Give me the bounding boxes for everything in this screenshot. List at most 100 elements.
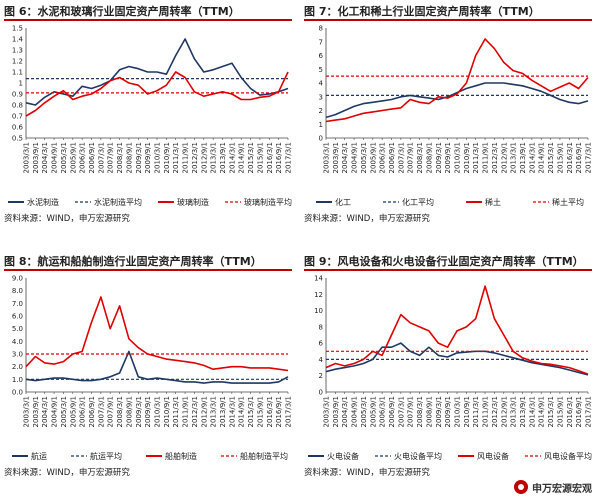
source-note: 资料来源：WIND，申万宏源研究 [4, 214, 130, 224]
x-tick-label: 2014/9/1 [538, 142, 546, 173]
chart-panel-wind-thermal-power: 图 9：风电设备和火电设备行业固定资产周转率（TTM） 0 2 4 6 8 10 12 14 2… [300, 250, 600, 500]
x-tick-label: 2010/3/1 [154, 396, 162, 427]
x-tick-label: 2012/9/1 [500, 142, 508, 173]
series-line [25, 71, 289, 117]
x-tick-label: 2013/9/1 [219, 142, 227, 173]
series-line [25, 38, 289, 106]
y-tick-label: 12 [314, 291, 323, 299]
x-tick-label: 2009/9/1 [144, 142, 152, 173]
x-tick-label: 2006/9/1 [88, 396, 96, 427]
x-tick-label: 2012/9/1 [500, 396, 508, 427]
x-tick-label: 2014/9/1 [238, 396, 246, 427]
x-tick-label: 2003/3/1 [23, 396, 31, 427]
legend-item: 玻璃制造 [158, 197, 209, 208]
legend-swatch-icon [308, 455, 324, 457]
x-tick-label: 2005/3/1 [360, 396, 368, 427]
x-tick-label: 2008/9/1 [125, 396, 133, 427]
x-tick-label: 2014/3/1 [228, 142, 236, 173]
chart-panel-cement-glass: 图 6：水泥和玻璃行业固定资产周转率（TTM） 0.5 0.6 0.7 0.8 0.9 1… [0, 0, 300, 250]
legend-label: 玻璃制造 [177, 197, 209, 207]
x-tick-label: 2016/3/1 [266, 142, 274, 173]
chart-legend: 航运 航运平均 船舶制造 船舶制造平均 [0, 449, 300, 463]
y-tick-label: 8.0 [12, 287, 23, 295]
x-tick-label: 2003/3/1 [23, 142, 31, 173]
x-tick-label: 2003/9/1 [332, 142, 340, 173]
x-tick-label: 2003/9/1 [332, 396, 340, 427]
legend-item: 火电设备平均 [375, 451, 442, 462]
y-tick-label: 7 [319, 38, 323, 46]
legend-swatch-icon [8, 201, 24, 203]
y-tick-label: 6 [319, 340, 324, 348]
legend-swatch-icon [466, 201, 482, 203]
legend-label: 水泥制造 [27, 197, 59, 207]
x-tick-label: 2005/9/1 [369, 142, 377, 173]
x-tick-label: 2015/3/1 [247, 396, 255, 427]
legend-label: 风电设备平均 [544, 451, 592, 461]
x-tick-label: 2008/3/1 [116, 396, 124, 427]
legend-item: 玻璃制造平均 [225, 197, 292, 208]
x-tick-label: 2010/3/1 [454, 396, 462, 427]
x-tick-label: 2006/9/1 [388, 396, 396, 427]
y-tick-label: 1.1 [12, 69, 23, 77]
x-tick-label: 2007/3/1 [397, 142, 405, 173]
x-tick-label: 2004/3/1 [41, 396, 49, 427]
x-tick-label: 2011/3/1 [472, 396, 480, 427]
series-line [325, 342, 589, 376]
legend-swatch-icon [383, 201, 399, 203]
x-tick-label: 2014/3/1 [528, 396, 536, 427]
x-tick-label: 2005/3/1 [60, 396, 68, 427]
legend-item: 稀土 [466, 197, 501, 208]
legend-label: 化工 [335, 197, 351, 207]
x-tick-label: 2010/9/1 [463, 142, 471, 173]
x-tick-label: 2014/3/1 [528, 142, 536, 173]
y-tick-label: 2 [319, 107, 323, 115]
legend-item: 船舶制造 [146, 451, 197, 462]
y-tick-label: 1 [319, 121, 323, 129]
series-line [325, 38, 589, 123]
x-tick-label: 2007/9/1 [407, 142, 415, 173]
x-tick-label: 2007/9/1 [107, 396, 115, 427]
legend-label: 水泥制造平均 [94, 197, 142, 207]
y-tick-label: 2 [319, 372, 323, 380]
y-tick-label: 10 [314, 307, 323, 315]
legend-swatch-icon [71, 455, 87, 457]
x-tick-label: 2003/3/1 [323, 396, 331, 427]
x-tick-label: 2015/9/1 [556, 396, 564, 427]
x-tick-label: 2011/3/1 [172, 396, 180, 427]
x-tick-label: 2016/3/1 [566, 396, 574, 427]
x-tick-label: 2016/9/1 [275, 396, 283, 427]
y-tick-label: 8 [319, 25, 323, 33]
x-tick-label: 2003/9/1 [32, 142, 40, 173]
x-tick-label: 2013/3/1 [210, 396, 218, 427]
y-tick-label: 8 [319, 323, 323, 331]
legend-swatch-icon [146, 455, 162, 457]
x-tick-label: 2012/3/1 [191, 396, 199, 427]
source-note: 资料来源：WIND，申万宏源研究 [4, 468, 130, 478]
legend-label: 化工平均 [402, 197, 434, 207]
x-tick-label: 2015/3/1 [247, 142, 255, 173]
x-tick-label: 2013/3/1 [510, 142, 518, 173]
y-tick-label: 4 [319, 356, 324, 364]
x-tick-label: 2009/3/1 [435, 396, 443, 427]
y-tick-label: 3 [319, 93, 323, 101]
y-tick-label: 6.0 [12, 313, 23, 321]
x-tick-label: 2008/9/1 [425, 142, 433, 173]
y-tick-label: 0.0 [12, 389, 23, 397]
x-tick-label: 2012/3/1 [491, 142, 499, 173]
x-tick-label: 2015/9/1 [256, 396, 264, 427]
x-tick-label: 2009/3/1 [435, 142, 443, 173]
x-tick-label: 2010/9/1 [163, 396, 171, 427]
series-line [325, 82, 589, 119]
x-tick-label: 2007/9/1 [107, 142, 115, 173]
x-tick-label: 2013/3/1 [210, 142, 218, 173]
legend-swatch-icon [225, 201, 241, 203]
y-tick-label: 0 [319, 389, 323, 397]
y-tick-label: 0.5 [12, 135, 23, 143]
x-tick-label: 2010/3/1 [454, 142, 462, 173]
x-tick-label: 2016/3/1 [266, 396, 274, 427]
x-tick-label: 2013/9/1 [519, 142, 527, 173]
y-tick-label: 1.4 [12, 36, 24, 44]
legend-item: 稀土平均 [533, 197, 584, 208]
x-tick-label: 2006/3/1 [379, 396, 387, 427]
